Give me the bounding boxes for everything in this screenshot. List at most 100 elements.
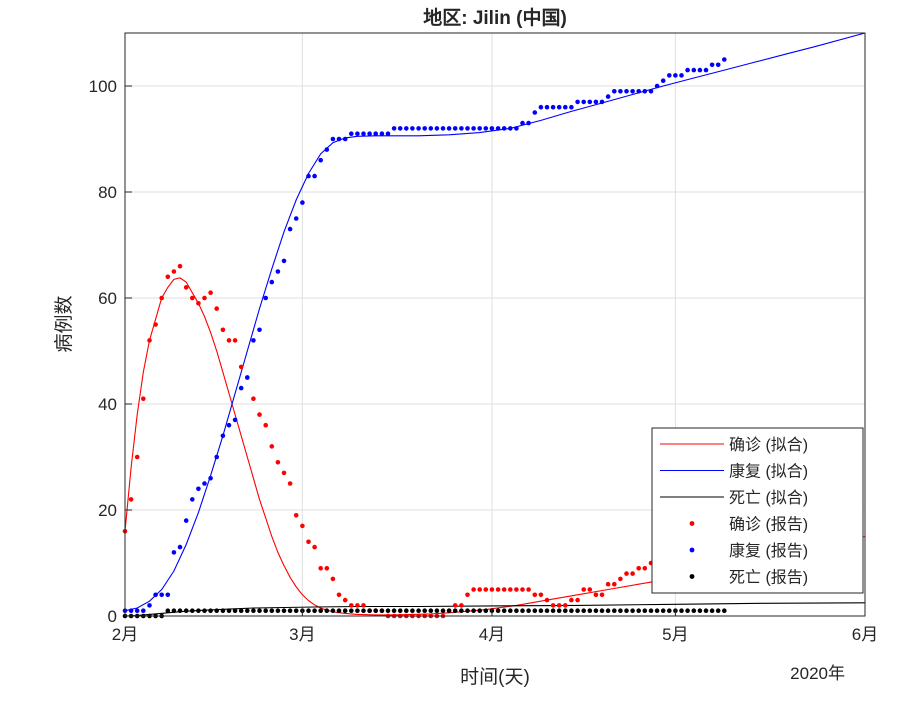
data-point (141, 396, 146, 402)
data-point (483, 608, 489, 613)
data-point (281, 258, 287, 264)
x-tick-label: 4月 (479, 625, 505, 644)
data-point (630, 571, 635, 576)
data-point (508, 587, 513, 592)
data-point (257, 327, 262, 333)
data-point (281, 470, 287, 476)
data-point (190, 497, 195, 502)
data-point (703, 67, 709, 73)
data-point (220, 327, 226, 333)
data-point (318, 157, 324, 163)
data-point (520, 608, 525, 613)
data-point (581, 587, 586, 592)
data-point (440, 608, 446, 613)
data-point (599, 99, 605, 105)
data-point (245, 375, 250, 380)
data-point (238, 364, 244, 370)
data-point (709, 62, 715, 68)
data-point (612, 89, 617, 94)
data-point (214, 454, 219, 460)
data-point (605, 94, 611, 99)
data-point (685, 608, 690, 613)
data-point (581, 608, 586, 613)
legend-box (651, 427, 864, 594)
data-point (642, 566, 648, 571)
data-point (379, 608, 385, 613)
data-point (624, 571, 629, 576)
data-point (471, 587, 476, 592)
data-point (177, 263, 183, 269)
data-point (232, 417, 238, 423)
legend-label: 康复 (报告) (729, 542, 808, 560)
chart-title: 地区: Jilin (中国) (423, 6, 567, 29)
data-point (587, 608, 593, 613)
data-point (593, 592, 599, 598)
data-point (349, 608, 354, 613)
data-point (673, 73, 678, 78)
data-point (336, 608, 342, 613)
data-point (404, 126, 409, 131)
y-axis-label: 病例数 (53, 295, 75, 352)
data-point (648, 89, 654, 94)
data-point (269, 279, 275, 285)
data-point (410, 608, 415, 613)
data-point (330, 136, 336, 142)
data-point (679, 73, 684, 78)
data-point (183, 285, 189, 290)
data-point (208, 290, 213, 296)
data-point (550, 608, 556, 613)
data-point (654, 608, 660, 613)
data-point (556, 104, 562, 110)
data-point (697, 608, 703, 613)
data-point (183, 518, 189, 523)
data-point (373, 608, 379, 613)
data-point (514, 608, 519, 613)
data-point (361, 608, 366, 613)
data-point (660, 608, 666, 613)
data-point (391, 126, 397, 131)
data-point (196, 301, 201, 306)
data-point (624, 608, 629, 613)
data-point (251, 608, 256, 613)
data-point (355, 131, 360, 136)
data-point (636, 89, 641, 94)
data-point (342, 136, 348, 142)
data-point (465, 126, 470, 131)
data-point (593, 99, 599, 105)
legend: 确诊 (拟合) 康复 (拟合) 死亡 (拟合) 确诊 (报告) 康复 (报告) 死亡 (报… (651, 427, 864, 594)
data-point (281, 608, 287, 613)
data-point (385, 131, 391, 136)
data-point (514, 587, 519, 592)
data-point (177, 608, 183, 613)
data-point (428, 608, 434, 613)
data-point (446, 126, 452, 131)
data-point (697, 67, 703, 73)
data-point (190, 295, 195, 301)
data-point (556, 603, 562, 608)
data-point (520, 587, 525, 592)
data-point (452, 126, 458, 131)
data-point (379, 131, 385, 136)
data-point (532, 608, 538, 613)
data-point (287, 481, 293, 486)
data-point (575, 99, 580, 105)
data-point (642, 89, 648, 94)
data-point (452, 603, 458, 608)
data-point (538, 608, 544, 613)
data-point (434, 608, 440, 613)
data-point (715, 608, 721, 613)
data-point (183, 608, 189, 613)
data-point (587, 99, 593, 105)
data-point (526, 120, 531, 126)
data-point (306, 173, 311, 179)
data-point (312, 173, 317, 179)
data-point (483, 126, 489, 131)
data-point (563, 608, 568, 613)
x-tick-label: 5月 (662, 625, 688, 644)
ticks: 0 20 40 60 80 100 2月 3月 4月 5月 6月 (89, 77, 879, 644)
data-point (134, 608, 140, 613)
data-point (508, 608, 513, 613)
data-point (177, 544, 183, 550)
data-point (520, 120, 525, 126)
